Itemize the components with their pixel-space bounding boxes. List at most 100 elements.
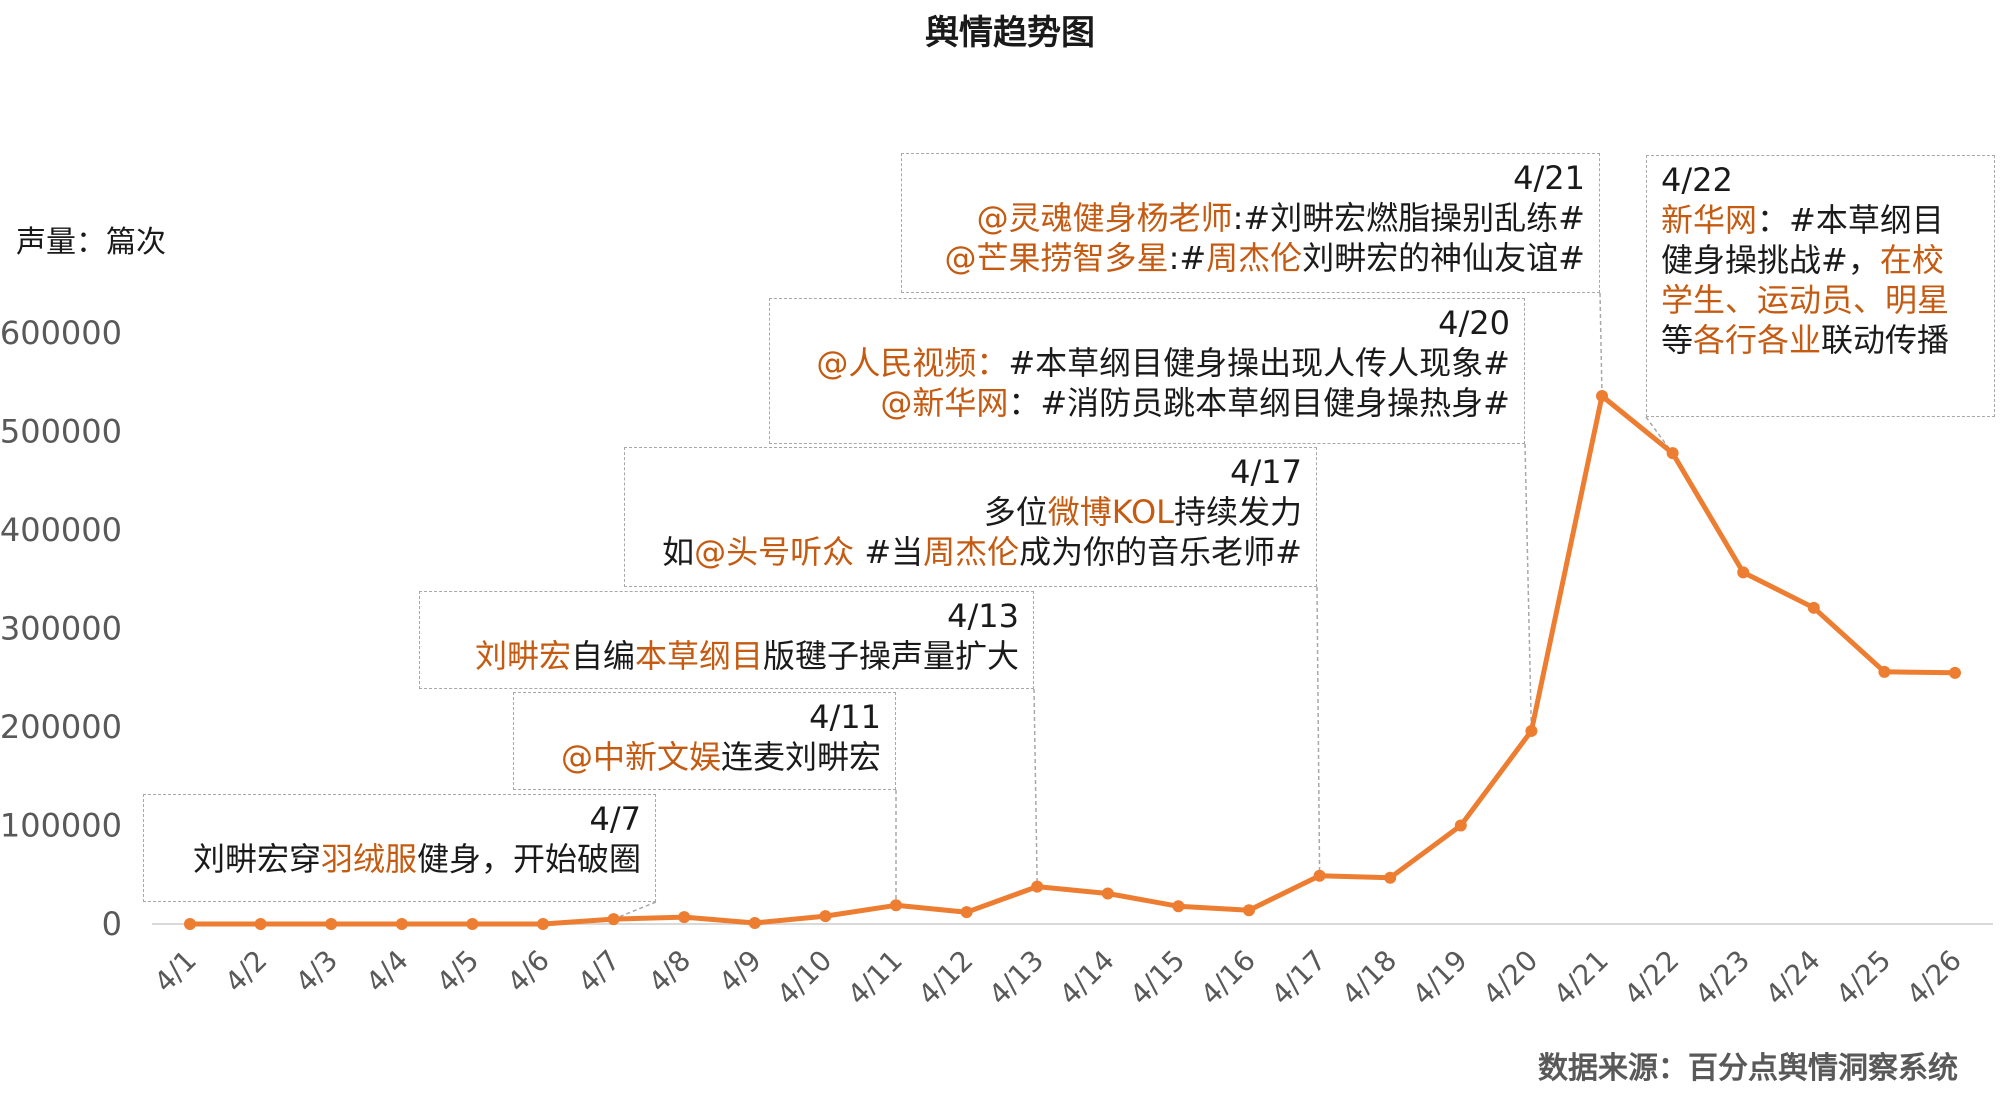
annotation-text-line: 如@头号听众 #当周杰伦成为你的音乐老师# (639, 532, 1302, 572)
x-tick-label: 4/21 (1547, 944, 1615, 1012)
annotation-text: 如 (662, 533, 695, 571)
annotation-date: 4/20 (1438, 304, 1510, 342)
annotation-text-line: @人民视频：#本草纲目健身操出现人传人现象# (784, 343, 1510, 383)
series-points (184, 390, 1961, 930)
data-point-4-14 (1101, 887, 1114, 900)
data-point-4-8 (678, 911, 691, 924)
data-point-4-15 (1172, 900, 1185, 913)
x-tick-label: 4/20 (1477, 944, 1545, 1012)
annotation-text: ：#本草纲目 (1757, 201, 1944, 239)
y-tick-label: 400000 (0, 511, 122, 549)
data-point-4-24 (1807, 601, 1820, 614)
y-tick-label: 500000 (0, 413, 122, 451)
x-tick-label: 4/1 (148, 944, 203, 999)
highlight-text: 学生、运动员、明星 (1661, 281, 1950, 319)
annotation-4-17: 4/17 多位微博KOL持续发力 如@头号听众 #当周杰伦成为你的音乐老师# (624, 447, 1317, 587)
data-point-4-9 (748, 917, 761, 930)
x-tick-label: 4/26 (1900, 944, 1968, 1012)
highlight-text: @人民视频： (816, 344, 1009, 382)
highlight-text: 周杰伦 (1206, 239, 1303, 277)
x-tick-label: 4/23 (1688, 944, 1756, 1012)
highlight-text: 刘畊宏 (474, 637, 571, 675)
highlight-text: 羽绒服 (320, 840, 417, 878)
x-tick-label: 4/4 (360, 944, 415, 999)
highlight-text: 本草纲目 (634, 637, 763, 675)
y-tick-label: 0 (102, 905, 122, 943)
annotation-date: 4/13 (947, 597, 1019, 635)
annotation-leader-line (1033, 688, 1038, 887)
data-point-4-10 (819, 910, 832, 923)
x-tick-label: 4/3 (289, 944, 344, 999)
series-line (190, 393, 1956, 927)
data-point-4-4 (395, 918, 408, 930)
data-point-4-5 (466, 918, 479, 930)
data-point-4-23 (1737, 566, 1750, 579)
highlight-text: 周杰伦 (923, 533, 1020, 571)
annotation-leader-line (1599, 292, 1603, 397)
annotation-text: :#刘畊宏燃脂操别乱练# (1232, 199, 1585, 237)
annotation-text: 自编 (570, 637, 635, 675)
annotation-4-13: 4/13 刘畊宏自编本草纲目版毽子操声量扩大 (419, 591, 1034, 689)
annotation-text: 健身，开始破圈 (416, 840, 641, 878)
annotation-text-line: 健身操挑战#，在校 (1661, 240, 1980, 280)
annotation-text: :# (1168, 239, 1207, 277)
highlight-text: @中新文娱 (560, 738, 721, 776)
annotation-text-line: 学生、运动员、明星 (1661, 280, 1980, 320)
highlight-text: 各行各业 (1693, 321, 1822, 359)
highlight-text: @灵魂健身杨老师 (976, 199, 1233, 237)
data-point-4-3 (325, 918, 338, 930)
x-tick-label: 4/7 (571, 944, 626, 999)
annotation-leader-line (1316, 586, 1321, 876)
annotation-text-line: 等各行各业联动传播 (1661, 320, 1980, 360)
annotation-date: 4/17 (1230, 453, 1302, 491)
annotation-date: 4/11 (809, 698, 881, 736)
x-axis-ticks: 4/1 4/2 4/3 4/4 4/5 4/6 4/7 4/8 4/9 4/10 4/11 4/12 4… (148, 944, 1968, 1012)
x-tick-label: 4/15 (1124, 944, 1192, 1012)
annotation-text: 刘畊宏穿 (192, 840, 321, 878)
highlight-text: 在校 (1879, 241, 1944, 279)
annotation-text-line: 多位微博KOL持续发力 (639, 492, 1302, 532)
annotation-text: 健身操挑战#， (1661, 241, 1880, 279)
x-tick-label: 4/11 (841, 944, 909, 1012)
data-point-4-7 (607, 913, 620, 926)
annotation-text: 连麦刘畊宏 (720, 738, 881, 776)
annotation-text-line: @灵魂健身杨老师:#刘畊宏燃脂操别乱练# (916, 198, 1585, 238)
y-tick-label: 100000 (0, 807, 122, 845)
annotation-text-line: 刘畊宏穿羽绒服健身，开始破圈 (158, 839, 641, 879)
annotation-date: 4/21 (1513, 159, 1585, 197)
y-axis-label: 声量：篇次 (16, 225, 166, 260)
annotation-4-7: 4/7 刘畊宏穿羽绒服健身，开始破圈 (143, 794, 656, 902)
y-tick-label: 600000 (0, 314, 122, 352)
annotation-text: ：#消防员跳本草纲目健身操热身# (1008, 384, 1510, 422)
annotation-4-21: 4/21 @灵魂健身杨老师:#刘畊宏燃脂操别乱练# @芒果捞智多星:#周杰伦刘畊宏的… (901, 153, 1600, 293)
y-tick-label: 300000 (0, 610, 122, 648)
annotation-text-line: @新华网：#消防员跳本草纲目健身操热身# (784, 383, 1510, 423)
x-tick-label: 4/8 (642, 944, 697, 999)
x-tick-label: 4/10 (771, 944, 839, 1012)
x-tick-label: 4/9 (713, 944, 768, 999)
x-tick-label: 4/24 (1759, 944, 1827, 1012)
x-tick-label: 4/18 (1335, 944, 1403, 1012)
data-point-4-6 (537, 918, 549, 930)
annotation-text: 版毽子操声量扩大 (762, 637, 1019, 675)
annotation-leaders (613, 292, 1674, 920)
x-tick-label: 4/19 (1406, 944, 1474, 1012)
annotation-4-20: 4/20 @人民视频：#本草纲目健身操出现人传人现象# @新华网：#消防员跳本草纲目… (769, 298, 1525, 444)
data-point-4-22 (1666, 447, 1679, 460)
annotation-text-line: 刘畊宏自编本草纲目版毽子操声量扩大 (434, 636, 1019, 676)
data-point-4-11 (890, 899, 902, 912)
data-point-4-25 (1878, 665, 1891, 678)
annotation-4-11: 4/11 @中新文娱连麦刘畊宏 (513, 692, 896, 790)
annotation-text: 多位 (983, 493, 1048, 531)
highlight-text: 微博KOL (1047, 493, 1174, 531)
data-point-4-18 (1384, 871, 1397, 884)
highlight-text: @芒果捞智多星 (944, 239, 1169, 277)
annotation-text: #当 (854, 533, 924, 571)
x-tick-label: 4/2 (218, 944, 273, 999)
annotation-text-line: @芒果捞智多星:#周杰伦刘畊宏的神仙友谊# (916, 238, 1585, 278)
annotation-text: 联动传播 (1821, 321, 1950, 359)
highlight-text: 新华网 (1661, 201, 1758, 239)
x-tick-label: 4/14 (1053, 944, 1121, 1012)
annotation-text: 刘畊宏的神仙友谊# (1302, 239, 1585, 277)
data-source-note: 数据来源：百分点舆情洞察系统 (1538, 1051, 1958, 1086)
